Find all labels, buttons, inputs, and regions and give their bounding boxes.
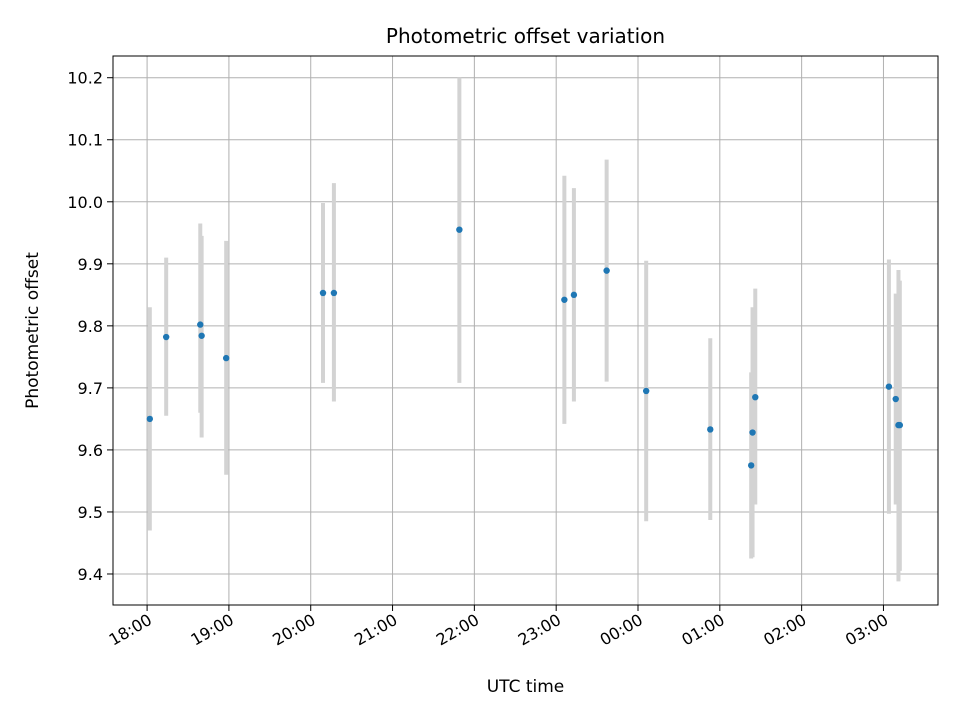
data-point (330, 289, 338, 297)
y-tick-label: 9.6 (78, 441, 103, 460)
y-axis-label: Photometric offset (23, 252, 43, 409)
data-point (749, 429, 756, 436)
grid (113, 56, 938, 605)
plot-frame (112, 55, 939, 606)
data-point (561, 296, 568, 303)
data-point (603, 267, 610, 274)
y-axis: 9.4 9.5 9.6 9.7 9.8 9.9 10.0 10.1 10.2 (67, 69, 113, 584)
data-point (197, 321, 204, 328)
y-tick-label: 9.8 (78, 317, 103, 336)
data-points (146, 226, 904, 469)
data-point (570, 291, 578, 299)
chart-title: Photometric offset variation (386, 24, 665, 48)
data-point (885, 383, 893, 390)
data-point (642, 387, 650, 395)
y-tick-label: 10.0 (67, 193, 103, 212)
data-point (896, 421, 904, 429)
data-point (198, 332, 205, 339)
y-tick-label: 9.5 (78, 503, 103, 522)
data-point (752, 393, 759, 401)
x-axis-label: UTC time (487, 677, 565, 697)
data-point (222, 354, 230, 362)
data-point (146, 415, 154, 423)
data-point (707, 426, 714, 433)
y-tick-label: 10.2 (67, 69, 103, 88)
data-point (162, 333, 170, 341)
y-tick-label: 10.1 (67, 131, 103, 150)
data-point (456, 226, 463, 233)
data-point (319, 289, 327, 297)
data-point (892, 395, 899, 403)
y-tick-label: 9.7 (78, 379, 103, 398)
y-tick-label: 9.9 (78, 255, 103, 274)
data-point (747, 462, 755, 469)
y-tick-label: 9.4 (78, 565, 103, 584)
